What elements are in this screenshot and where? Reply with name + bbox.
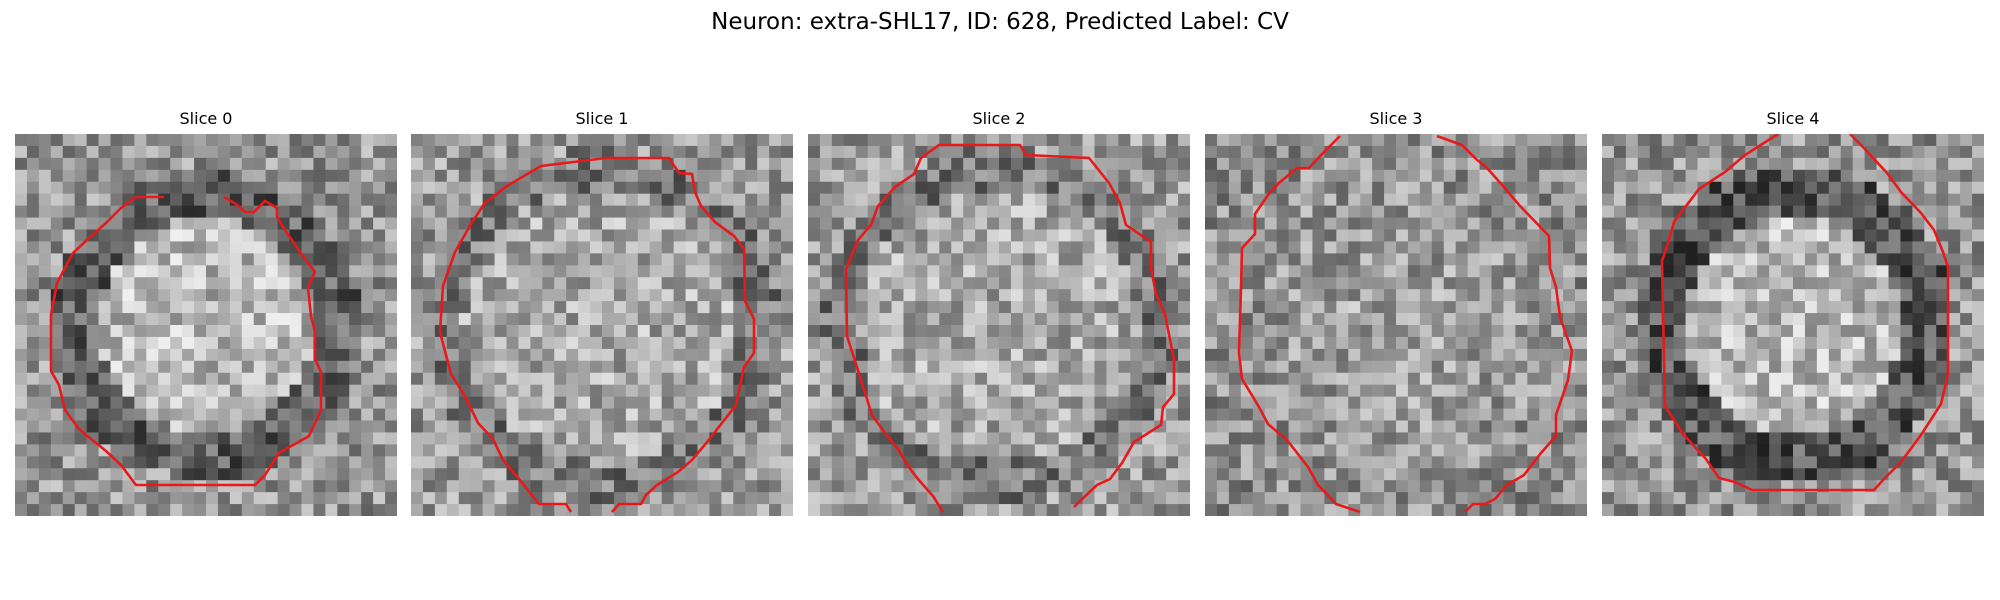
slice-image-1 bbox=[411, 134, 793, 516]
grayscale-pixels bbox=[1602, 134, 1984, 516]
cell-contour bbox=[1237, 135, 1361, 514]
cell-contour bbox=[1660, 134, 1950, 492]
slice-title: Slice 0 bbox=[179, 109, 233, 128]
slice-panel-4: Slice 4 bbox=[1602, 108, 1984, 516]
cell-contour bbox=[844, 143, 1176, 513]
slice-title: Slice 4 bbox=[1766, 109, 1820, 128]
grayscale-pixels bbox=[411, 134, 793, 516]
slice-image-3 bbox=[1205, 134, 1587, 516]
slice-image-2 bbox=[808, 134, 1190, 516]
figure-title: Neuron: extra-SHL17, ID: 628, Predicted … bbox=[711, 9, 1289, 35]
grayscale-pixels bbox=[1205, 134, 1587, 516]
slice-image-4 bbox=[1602, 134, 1984, 516]
slice-panel-2: Slice 2 bbox=[808, 108, 1190, 516]
cell-contour bbox=[1436, 134, 1574, 513]
grayscale-pixels bbox=[808, 134, 1190, 516]
cell-contour bbox=[438, 156, 756, 513]
cell-contour bbox=[49, 195, 323, 487]
slice-panel-3: Slice 3 bbox=[1205, 108, 1587, 516]
slice-panel-0: Slice 0 bbox=[15, 108, 397, 516]
slice-image-0 bbox=[15, 134, 397, 516]
slice-title: Slice 3 bbox=[1369, 109, 1423, 128]
grayscale-pixels bbox=[15, 134, 397, 516]
slice-title: Slice 1 bbox=[575, 109, 629, 128]
slice-title: Slice 2 bbox=[972, 109, 1026, 128]
slice-panel-1: Slice 1 bbox=[411, 108, 793, 516]
